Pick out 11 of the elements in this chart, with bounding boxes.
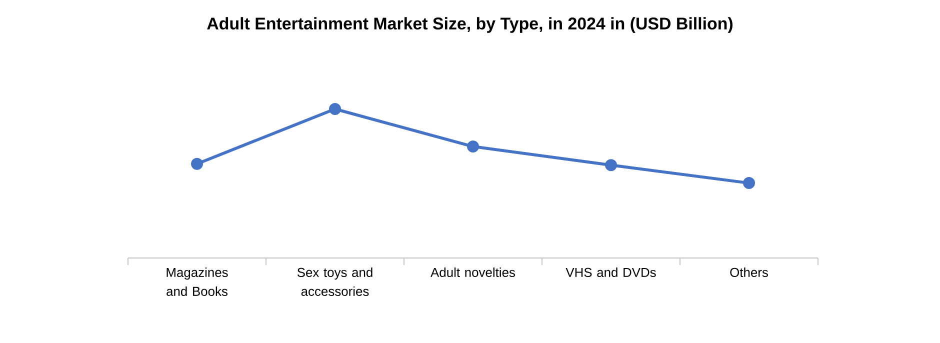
point (191, 158, 204, 170)
point (605, 159, 618, 172)
x-tick-label: VHS and DVDs (566, 268, 656, 278)
point (467, 140, 480, 153)
point (329, 103, 342, 115)
x-tick-label: Adult novelties (430, 268, 516, 278)
x-tick-label: Magazines and Books (166, 268, 228, 296)
x-tick-label: Others (730, 268, 768, 278)
point (743, 177, 756, 190)
x-tick-label: Sex toys and accessories (297, 268, 372, 296)
chart-title: Adult Entertainment Market Size, by Type, in 2024 in (USD Billion) (207, 17, 733, 33)
